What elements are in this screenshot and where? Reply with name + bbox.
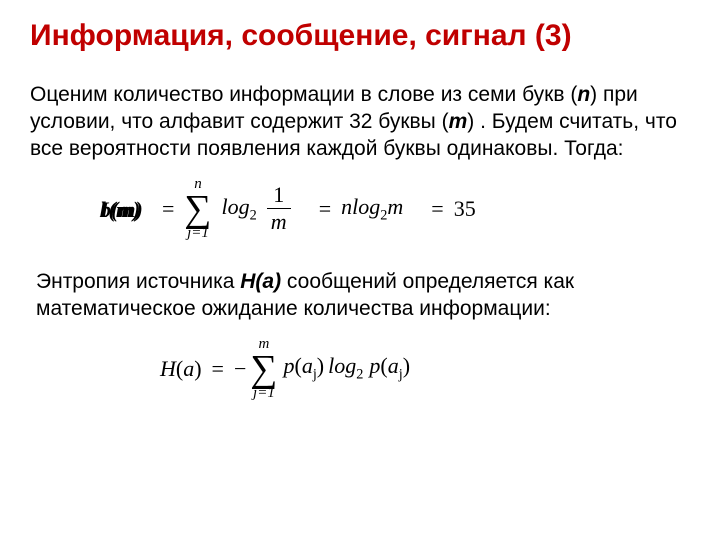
eq1-lhs-layer-a: I(m) bbox=[100, 197, 140, 223]
p1-text-1: Оценим количество информации в слове из … bbox=[30, 83, 577, 106]
eq1-m2: m bbox=[387, 194, 403, 219]
slide: Информация, сообщение, сигнал (3) Оценим… bbox=[0, 0, 720, 540]
eq2-paj: p(aj) bbox=[283, 353, 324, 383]
eq1-frac-den: m bbox=[267, 211, 291, 233]
eq2-a2: a bbox=[302, 353, 313, 378]
eq1-log-base: 2 bbox=[250, 207, 257, 223]
eq1-frac: 1 m bbox=[267, 184, 291, 233]
eq2-a: a bbox=[183, 356, 194, 381]
p1-n: n bbox=[577, 83, 590, 106]
eq1-log: log2 bbox=[222, 194, 257, 224]
equation-1: b(m) I(m) = n ∑ j=1 log2 1 m = nlog2m = … bbox=[30, 177, 690, 241]
eq1-result: 35 bbox=[454, 196, 476, 222]
p2-text-1: Энтропия источника bbox=[36, 270, 240, 293]
paragraph-2: Энтропия источника H(a) сообщений опреде… bbox=[30, 269, 690, 323]
eq2-log-base: 2 bbox=[356, 367, 363, 383]
sigma-icon: ∑ bbox=[250, 352, 277, 386]
paragraph-1: Оценим количество информации в слове из … bbox=[30, 82, 690, 163]
eq2-sum-bot: j=1 bbox=[253, 386, 275, 401]
slide-title: Информация, сообщение, сигнал (3) bbox=[30, 18, 690, 54]
eq1-nlog: nlog bbox=[341, 194, 380, 219]
sigma-icon: ∑ bbox=[184, 192, 211, 226]
p1-m: m bbox=[449, 110, 468, 133]
eq1-sum: n ∑ j=1 bbox=[184, 177, 211, 241]
eq2-H: H bbox=[160, 356, 176, 381]
eq2-close: ) bbox=[194, 356, 201, 381]
p2-Ha: H(a) bbox=[240, 270, 281, 293]
eq2-close2: ) bbox=[317, 353, 324, 378]
eq1-I: I( bbox=[100, 197, 116, 222]
eq1-log-fn: log bbox=[222, 194, 250, 219]
eq2-minus: − bbox=[234, 356, 246, 382]
eq2-sum: m ∑ j=1 bbox=[250, 337, 277, 401]
eq2-a3: a bbox=[388, 353, 399, 378]
eq2-p: p bbox=[283, 353, 294, 378]
eq1-equals-2: = bbox=[319, 196, 331, 222]
eq2-log-fn: log bbox=[328, 353, 356, 378]
eq1-frac-num: 1 bbox=[269, 184, 288, 206]
eq1-sum-bot: j=1 bbox=[187, 226, 209, 241]
eq1-lhs-overlap: b(m) I(m) bbox=[100, 197, 152, 221]
eq2-log: log2 bbox=[328, 353, 363, 383]
eq2-paj2: p(aj) bbox=[369, 353, 410, 383]
eq1-equals-3: = bbox=[431, 196, 443, 222]
eq1-nlogm: nlog2m bbox=[341, 194, 403, 224]
eq2-p2: p bbox=[369, 353, 380, 378]
eq1-Iclose: ) bbox=[133, 197, 140, 222]
eq2-lhs: H(a) bbox=[160, 356, 202, 382]
equation-2: H(a) = − m ∑ j=1 p(aj) log2 p(aj) bbox=[30, 337, 690, 401]
eq2-open2: ( bbox=[294, 353, 301, 378]
eq1-equals-1: = bbox=[162, 196, 174, 222]
eq2-close3: ) bbox=[403, 353, 410, 378]
eq2-equals: = bbox=[212, 356, 224, 382]
eq2-open3: ( bbox=[380, 353, 387, 378]
